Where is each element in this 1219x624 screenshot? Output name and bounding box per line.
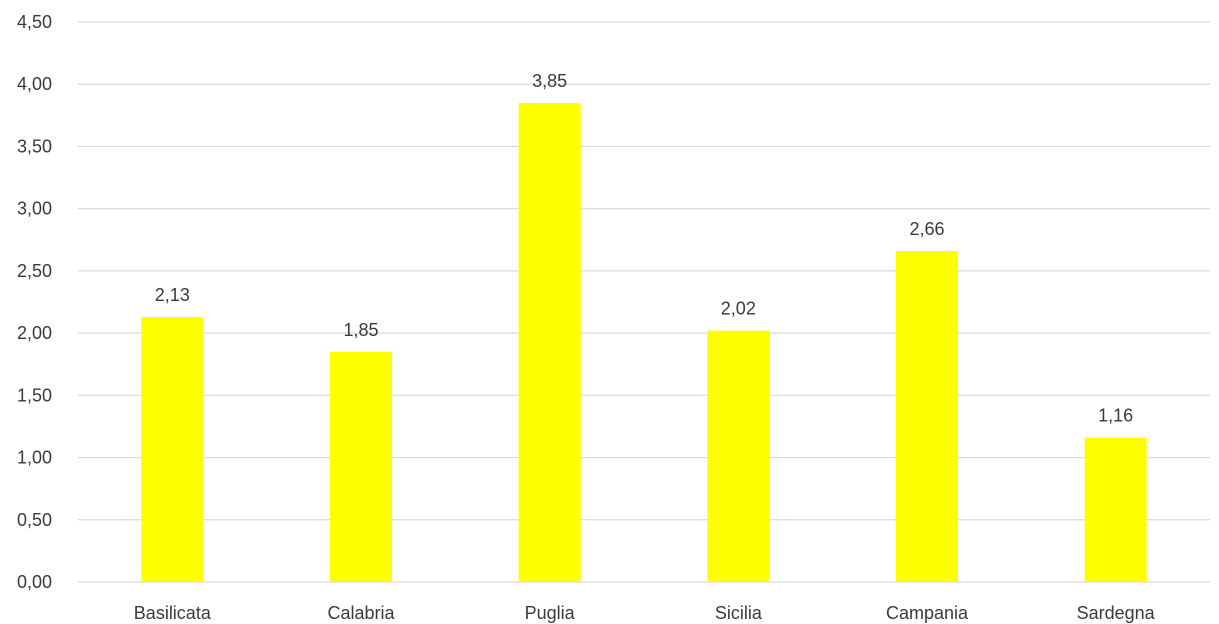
bars [141, 102, 1147, 582]
y-tick-label: 0,50 [17, 510, 52, 530]
x-tick-label: Campania [886, 603, 969, 623]
data-label: 2,02 [721, 299, 756, 319]
data-label: 1,85 [343, 320, 378, 340]
y-axis-tick-labels: 0,00 0,50 1,00 1,50 2,00 2,50 3,00 3,50 4,00 4,50 [17, 12, 52, 592]
y-tick-label: 4,50 [17, 12, 52, 32]
y-tick-label: 1,00 [17, 448, 52, 468]
bar [896, 250, 958, 582]
gridlines [78, 21, 1210, 583]
x-axis-category-labels: Basilicata Calabria Puglia Sicilia Campania S… [134, 603, 1156, 623]
y-tick-label: 1,50 [17, 385, 52, 405]
y-tick-label: 3,00 [17, 199, 52, 219]
data-label: 1,16 [1098, 406, 1133, 426]
x-tick-label: Sardegna [1077, 603, 1156, 623]
x-tick-label: Puglia [525, 603, 576, 623]
y-tick-label: 4,00 [17, 74, 52, 94]
bar [141, 316, 204, 582]
bar [1084, 437, 1147, 582]
y-tick-label: 3,50 [17, 136, 52, 156]
data-labels: 2,13 1,85 3,85 2,02 2,66 1,16 [155, 71, 1133, 426]
data-label: 3,85 [532, 71, 567, 91]
y-tick-label: 2,00 [17, 323, 52, 343]
x-tick-label: Calabria [327, 603, 395, 623]
bar [518, 102, 581, 582]
bar [707, 330, 770, 582]
y-tick-label: 0,00 [17, 572, 52, 592]
x-tick-label: Basilicata [134, 603, 212, 623]
y-tick-label: 2,50 [17, 261, 52, 281]
x-tick-label: Sicilia [715, 603, 763, 623]
data-label: 2,66 [909, 219, 944, 239]
data-label: 2,13 [155, 285, 190, 305]
bar [330, 351, 392, 582]
